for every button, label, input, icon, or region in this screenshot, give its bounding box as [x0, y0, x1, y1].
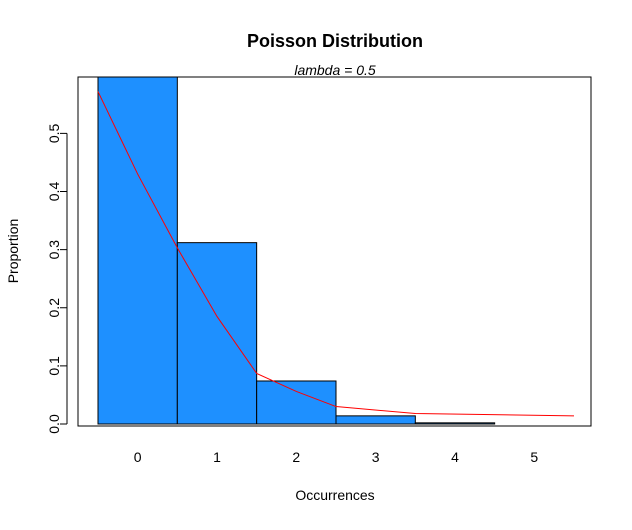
- density-curve: [97, 91, 575, 417]
- bar-4: [414, 422, 496, 425]
- x-axis-label: Occurrences: [295, 487, 374, 503]
- x-tick-label: 4: [451, 449, 459, 465]
- bars-group: [97, 76, 496, 425]
- y-tick-label: 0.0: [46, 414, 62, 434]
- y-tick-label: 0.1: [46, 356, 62, 376]
- x-tick-label: 0: [134, 449, 142, 465]
- x-tick-label: 2: [292, 449, 300, 465]
- y-axis: 0.0 0.1 0.2 0.3 0.4 0.5: [46, 123, 68, 434]
- y-tick-label: 0.2: [46, 298, 62, 318]
- chart-subtitle: lambda = 0.5: [294, 62, 376, 78]
- chart-title: Poisson Distribution: [247, 31, 423, 51]
- y-tick-label: 0.4: [46, 182, 62, 202]
- y-axis-label: Proportion: [5, 219, 21, 284]
- x-tick-label: 5: [530, 449, 538, 465]
- x-tick-label: 1: [213, 449, 221, 465]
- x-axis: 0 1 2 3 4 5: [134, 449, 539, 465]
- bar-1: [176, 242, 258, 425]
- bar-3: [335, 415, 416, 425]
- y-tick-label: 0.3: [46, 240, 62, 260]
- x-tick-label: 3: [372, 449, 380, 465]
- bar-2: [256, 380, 337, 425]
- y-tick-label: 0.5: [46, 123, 62, 143]
- plot-frame: [77, 76, 592, 427]
- curve-group: [97, 91, 575, 417]
- bar-0: [97, 76, 178, 425]
